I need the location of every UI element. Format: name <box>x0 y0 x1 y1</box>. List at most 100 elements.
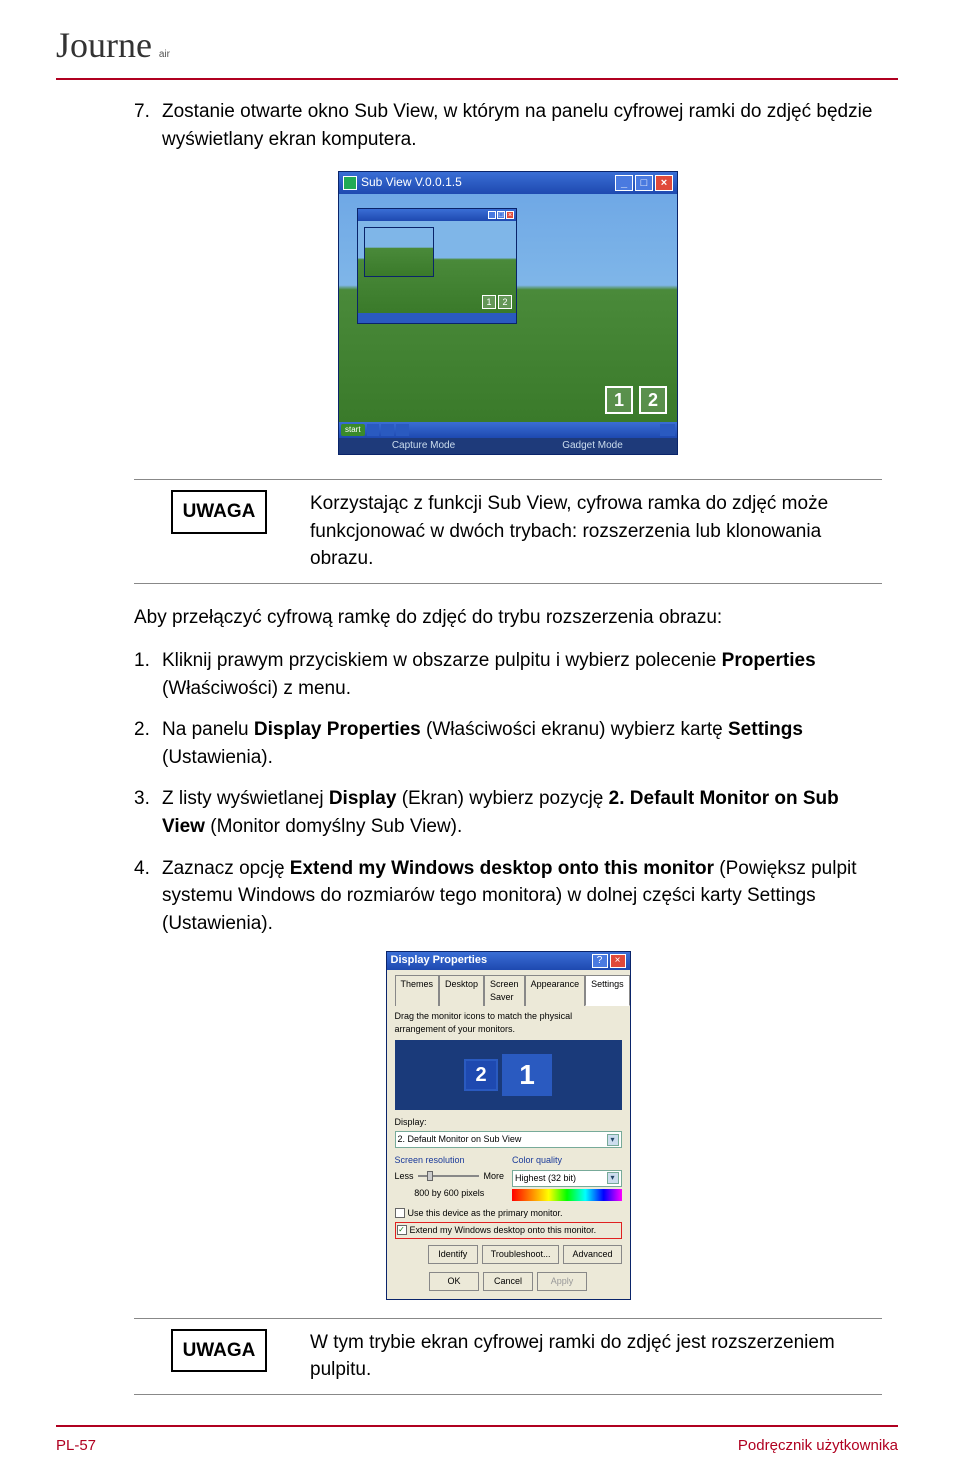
minimize-button[interactable]: _ <box>615 175 633 191</box>
inner-min-icon: _ <box>488 211 496 219</box>
taskbar-item <box>367 424 380 436</box>
cq-select[interactable]: Highest (32 bit) ▾ <box>512 1170 622 1187</box>
taskbar-item <box>381 424 394 436</box>
cancel-button[interactable]: Cancel <box>483 1272 533 1291</box>
note-2: UWAGA W tym trybie ekran cyfrowej ramki … <box>134 1318 882 1395</box>
highlighted-checkbox: ✓ Extend my Windows desktop onto this mo… <box>395 1222 622 1239</box>
cq-rainbow <box>512 1189 622 1201</box>
start-button[interactable]: start <box>341 424 365 436</box>
close-button[interactable]: × <box>655 175 673 191</box>
troubleshoot-button[interactable]: Troubleshoot... <box>482 1245 560 1264</box>
tab-appearance[interactable]: Appearance <box>525 975 586 1006</box>
dp-tabs: Themes Desktop Screen Saver Appearance S… <box>395 974 622 1006</box>
sr-label: Screen resolution <box>395 1154 505 1167</box>
dp-display-select[interactable]: 2. Default Monitor on Sub View ▾ <box>395 1131 622 1148</box>
dp-color-group: Color quality Highest (32 bit) ▾ <box>512 1154 622 1200</box>
step-7-text: Zostanie otwarte okno Sub View, w którym… <box>162 98 882 153</box>
subview-window: Sub View V.0.0.1.5 _ □ × _ □ × <box>338 171 678 455</box>
taskbar-item <box>396 424 409 436</box>
header: Journe air <box>56 24 898 74</box>
intro-text: Aby przełączyć cyfrową ramkę do zdjęć do… <box>134 604 882 632</box>
dp-help-button[interactable]: ? <box>592 954 608 968</box>
note-2-text: W tym trybie ekran cyfrowej ramki do zdj… <box>304 1318 882 1394</box>
tab-settings[interactable]: Settings <box>585 975 630 1006</box>
ok-button[interactable]: OK <box>429 1272 479 1291</box>
step-1-num: 1. <box>134 647 162 702</box>
page-number: PL-57 <box>56 1437 96 1454</box>
sr-thumb[interactable] <box>427 1171 433 1181</box>
dp-title: Display Properties <box>391 953 590 969</box>
note-1-text: Korzystając z funkcji Sub View, cyfrowa … <box>304 480 882 584</box>
inner-monitor-nums: 1 2 <box>482 295 512 309</box>
chk-extend[interactable]: ✓ Extend my Windows desktop onto this mo… <box>397 1224 620 1237</box>
subview-bottom-bar: Capture Mode Gadget Mode <box>339 438 677 454</box>
subview-desktop: _ □ × 1 2 <box>339 194 677 422</box>
inner-status <box>358 313 516 323</box>
capture-mode-label: Capture Mode <box>339 438 508 454</box>
step-3-num: 3. <box>134 785 162 840</box>
tab-themes[interactable]: Themes <box>395 975 440 1006</box>
step-7: 7. Zostanie otwarte okno Sub View, w któ… <box>134 98 882 153</box>
checkbox-icon <box>395 1208 405 1218</box>
cq-label: Color quality <box>512 1154 622 1167</box>
taskbar: start <box>339 422 677 438</box>
advanced-button[interactable]: Advanced <box>563 1245 621 1264</box>
sr-more: More <box>483 1170 504 1183</box>
checkbox-icon: ✓ <box>397 1225 407 1235</box>
sr-slider[interactable] <box>418 1175 480 1177</box>
inner-max-icon: □ <box>497 211 505 219</box>
dp-monitors: 2 1 <box>395 1040 622 1110</box>
step-2: 2. Na panelu Display Properties (Właściw… <box>134 716 882 771</box>
sr-value: 800 by 600 pixels <box>395 1187 505 1200</box>
tab-desktop[interactable]: Desktop <box>439 975 484 1006</box>
main-content: 7. Zostanie otwarte okno Sub View, w któ… <box>56 98 898 1395</box>
ordered-steps: 1. Kliknij prawym przyciskiem w obszarze… <box>134 647 882 937</box>
inner-titlebar: _ □ × <box>358 209 516 221</box>
subview-titlebar: Sub View V.0.0.1.5 _ □ × <box>339 172 677 194</box>
dropdown-icon: ▾ <box>607 1134 619 1146</box>
step-3: 3. Z listy wyświetlanej Display (Ekran) … <box>134 785 882 840</box>
monitor-2[interactable]: 2 <box>464 1059 498 1091</box>
apply-button[interactable]: Apply <box>537 1272 587 1291</box>
tab-screensaver[interactable]: Screen Saver <box>484 975 525 1006</box>
gadget-mode-label: Gadget Mode <box>508 438 677 454</box>
logo-sub: air <box>159 49 170 60</box>
big-num-2: 2 <box>639 386 667 414</box>
dp-drag-text: Drag the monitor icons to match the phys… <box>395 1010 622 1036</box>
step-2-num: 2. <box>134 716 162 771</box>
big-monitor-nums: 1 2 <box>605 386 667 414</box>
identify-button[interactable]: Identify <box>428 1245 478 1264</box>
dp-close-button[interactable]: × <box>610 954 626 968</box>
footer: PL-57 Podręcznik użytkownika <box>56 1427 898 1474</box>
subview-icon <box>343 176 357 190</box>
inner-num-1: 1 <box>482 295 496 309</box>
inner-num-2: 2 <box>498 295 512 309</box>
dp-resolution-group: Screen resolution Less More 800 by 600 p… <box>395 1154 505 1200</box>
monitor-1[interactable]: 1 <box>502 1054 552 1096</box>
inner-inner-window <box>364 227 434 277</box>
logo-main: Journe <box>56 25 152 65</box>
display-properties-screenshot: Display Properties ? × Themes Desktop Sc… <box>386 951 631 1300</box>
footer-title: Podręcznik użytkownika <box>738 1437 898 1454</box>
note-1-label: UWAGA <box>171 490 268 534</box>
dp-display-label: Display: <box>395 1116 622 1129</box>
dp-titlebar: Display Properties ? × <box>387 952 630 970</box>
subview-title: Sub View V.0.0.1.5 <box>361 174 615 191</box>
tray <box>660 424 675 436</box>
header-divider <box>56 78 898 80</box>
inner-window: _ □ × 1 2 <box>357 208 517 324</box>
sr-less: Less <box>395 1170 414 1183</box>
dropdown-icon: ▾ <box>607 1172 619 1184</box>
subview-screenshot: Sub View V.0.0.1.5 _ □ × _ □ × <box>338 171 678 455</box>
chk-primary[interactable]: Use this device as the primary monitor. <box>395 1207 622 1220</box>
inner-close-icon: × <box>506 211 514 219</box>
step-4: 4. Zaznacz opcję Extend my Windows deskt… <box>134 855 882 938</box>
step-7-num: 7. <box>134 98 162 153</box>
big-num-1: 1 <box>605 386 633 414</box>
inner-body: 1 2 <box>358 221 516 313</box>
step-1: 1. Kliknij prawym przyciskiem w obszarze… <box>134 647 882 702</box>
note-1: UWAGA Korzystając z funkcji Sub View, cy… <box>134 479 882 584</box>
maximize-button[interactable]: □ <box>635 175 653 191</box>
step-4-num: 4. <box>134 855 162 938</box>
note-2-label: UWAGA <box>171 1329 268 1373</box>
